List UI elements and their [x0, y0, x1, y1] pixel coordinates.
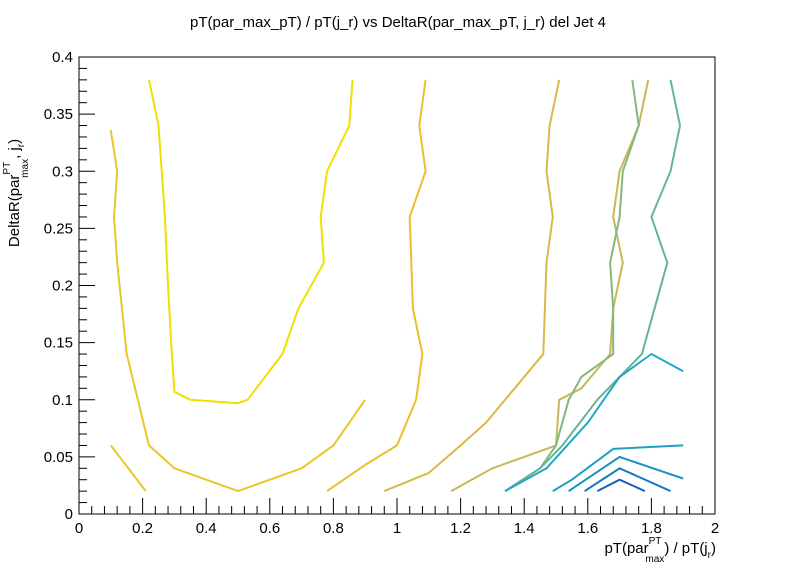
y-tick-label: 0.05	[44, 449, 73, 466]
y-tick-label: 0.15	[44, 335, 73, 352]
x-tick-label: 0.2	[132, 520, 153, 537]
contour-line-11	[568, 455, 684, 492]
y-tick-label: 0.2	[52, 278, 73, 295]
contour-line-1	[148, 79, 354, 405]
contour-line-4	[326, 79, 427, 492]
contour-line-3	[110, 444, 147, 492]
x-tick-label: 0	[75, 520, 83, 537]
x-tick-label: 1.6	[577, 520, 598, 537]
contour-line-6	[450, 79, 650, 492]
y-axis-label: DeltaR(parPT max, jr)	[2, 139, 31, 247]
contour-line-9	[504, 353, 684, 492]
contour-line-2	[109, 129, 367, 493]
y-tick-label: 0.35	[44, 106, 73, 123]
y-tick-label: 0.3	[52, 163, 73, 180]
contour-line-7	[504, 79, 640, 492]
y-axis: 0 0.05 0.1 0.15 0.2 0.25 0.3 0.35 0.4	[44, 49, 95, 523]
y-tick-label: 0	[65, 506, 73, 523]
x-axis: 0 0.2 0.4 0.6 0.8 1 1.2 1.4 1.6 1.8 2	[75, 498, 719, 537]
y-tick-label: 0.4	[52, 49, 73, 66]
chart-title: pT(par_max_pT) / pT(j_r) vs DeltaR(par_m…	[190, 14, 606, 31]
x-tick-label: 1.4	[514, 520, 535, 537]
x-tick-label: 0.6	[259, 520, 280, 537]
y-tick-label: 0.25	[44, 220, 73, 237]
contour-line-5	[383, 79, 561, 493]
x-tick-label: 1	[393, 520, 401, 537]
contour-line-8	[504, 79, 681, 492]
x-tick-label: 2	[711, 520, 719, 537]
contour-line-10	[552, 444, 684, 492]
x-tick-label: 0.4	[196, 520, 217, 537]
contour-lines	[109, 79, 684, 493]
contour-line-13	[596, 478, 646, 493]
contour-line-12	[584, 467, 671, 493]
y-tick-label: 0.1	[52, 392, 73, 409]
x-tick-label: 0.8	[323, 520, 344, 537]
x-tick-label: 1.8	[641, 520, 662, 537]
x-axis-label: pT(parPT max) / pT(jr)	[604, 536, 716, 565]
x-tick-label: 1.2	[450, 520, 471, 537]
